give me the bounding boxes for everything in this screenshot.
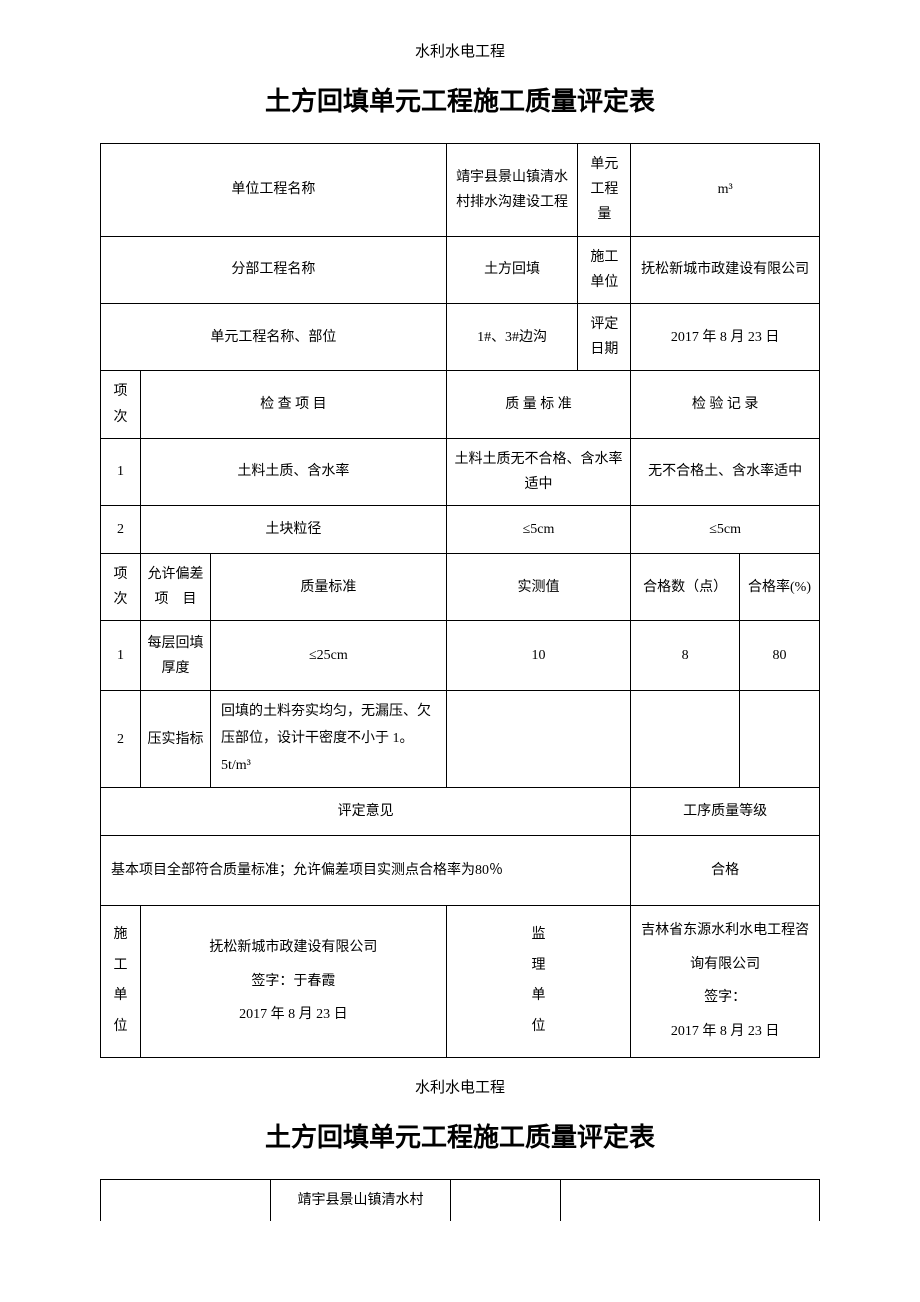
- s1-row1-standard: 土料土质无不合格、含水率适中: [446, 438, 631, 505]
- category-label: 水利水电工程: [100, 40, 820, 61]
- unit-quantity-value: m³: [631, 144, 820, 237]
- unit-project-name-value: 靖宇县景山镇清水村排水沟建设工程: [446, 144, 578, 237]
- eval-date-value: 2017 年 8 月 23 日: [631, 303, 820, 370]
- s1-row2-item: 土块粒径: [141, 506, 447, 554]
- eval-opinion-label: 评定意见: [101, 788, 631, 836]
- s2-row1-item: 每层回填厚度: [141, 621, 211, 691]
- supervisor-signature: 签字：: [637, 981, 813, 1015]
- s2-row2-measured: [446, 691, 631, 788]
- construction-signature: 签字：于春霞: [147, 965, 440, 999]
- s2-col-passrate: 合格率(%): [740, 554, 820, 621]
- eval-opinion-value: 基本项目全部符合质量标准；允许偏差项目实测点合格率为80％: [101, 836, 631, 906]
- t2-c3: [451, 1179, 561, 1221]
- s1-row1-record: 无不合格土、含水率适中: [631, 438, 820, 505]
- evaluation-table: 单位工程名称 靖宇县景山镇清水村排水沟建设工程 单元工程量 m³ 分部工程名称 …: [100, 143, 820, 1058]
- s1-row2-standard: ≤5cm: [446, 506, 631, 554]
- subproject-name-value: 土方回填: [446, 236, 578, 303]
- supervisor-company: 吉林省东源水利水电工程咨询有限公司: [637, 914, 813, 981]
- s2-col-standard: 质量标准: [211, 554, 447, 621]
- unit-location-value: 1#、3#边沟: [446, 303, 578, 370]
- s2-row1-passcount: 8: [631, 621, 740, 691]
- eval-grade-value: 合格: [631, 836, 820, 906]
- eval-grade-label: 工序质量等级: [631, 788, 820, 836]
- supervisor-unit-vlabel: 监理单位: [446, 906, 631, 1057]
- page-title: 土方回填单元工程施工质量评定表: [100, 81, 820, 118]
- subproject-name-label: 分部工程名称: [101, 236, 447, 303]
- construction-company: 抚松新城市政建设有限公司: [147, 931, 440, 965]
- s2-row1-measured: 10: [446, 621, 631, 691]
- s1-col-item: 检 查 项 目: [141, 371, 447, 438]
- s2-row1-passrate: 80: [740, 621, 820, 691]
- unit-quantity-label: 单元工程量: [578, 144, 631, 237]
- construction-unit-value: 抚松新城市政建设有限公司: [631, 236, 820, 303]
- s1-col-num: 项次: [101, 371, 141, 438]
- s2-row2-num: 2: [101, 691, 141, 788]
- s1-col-standard: 质 量 标 准: [446, 371, 631, 438]
- supervisor-date: 2017 年 8 月 23 日: [637, 1015, 813, 1049]
- construction-date: 2017 年 8 月 23 日: [147, 998, 440, 1032]
- t2-c4: [561, 1179, 820, 1221]
- s1-row1-num: 1: [101, 438, 141, 505]
- s1-row1-item: 土料土质、含水率: [141, 438, 447, 505]
- s2-col-passcount: 合格数（点）: [631, 554, 740, 621]
- construction-unit-vlabel: 施工单位: [101, 906, 141, 1057]
- evaluation-table-2: 靖宇县景山镇清水村: [100, 1179, 820, 1221]
- s2-row2-passrate: [740, 691, 820, 788]
- s2-col-item: 允许偏差项 目: [141, 554, 211, 621]
- s2-row2-passcount: [631, 691, 740, 788]
- s1-col-record: 检 验 记 录: [631, 371, 820, 438]
- t2-value: 靖宇县景山镇清水村: [271, 1179, 451, 1221]
- s2-row2-standard: 回填的土料夯实均匀，无漏压、欠压部位，设计干密度不小于 1。5t/m³: [211, 691, 447, 788]
- construction-sign-block: 抚松新城市政建设有限公司 签字：于春霞 2017 年 8 月 23 日: [141, 906, 447, 1057]
- t2-label: [101, 1179, 271, 1221]
- unit-location-label: 单元工程名称、部位: [101, 303, 447, 370]
- construction-unit-label: 施工单位: [578, 236, 631, 303]
- s2-col-num: 项次: [101, 554, 141, 621]
- supervisor-sign-block: 吉林省东源水利水电工程咨询有限公司 签字： 2017 年 8 月 23 日: [631, 906, 820, 1057]
- category-label-2: 水利水电工程: [100, 1076, 820, 1097]
- unit-project-name-label: 单位工程名称: [101, 144, 447, 237]
- s2-row1-standard: ≤25cm: [211, 621, 447, 691]
- page-title-2: 土方回填单元工程施工质量评定表: [100, 1117, 820, 1154]
- s1-row2-record: ≤5cm: [631, 506, 820, 554]
- eval-date-label: 评定日期: [578, 303, 631, 370]
- s2-row2-item: 压实指标: [141, 691, 211, 788]
- s2-col-measured: 实测值: [446, 554, 631, 621]
- s1-row2-num: 2: [101, 506, 141, 554]
- s2-row1-num: 1: [101, 621, 141, 691]
